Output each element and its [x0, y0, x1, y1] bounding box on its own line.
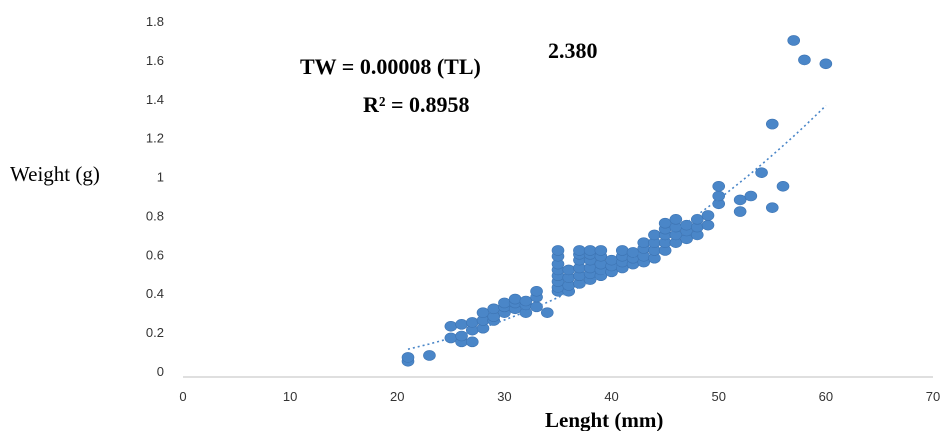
data-point	[498, 297, 511, 309]
data-point	[551, 245, 565, 256]
data-point	[455, 319, 468, 330]
data-point	[465, 317, 479, 328]
x-tick-label: 0	[179, 389, 186, 404]
equation-main-text: TW = 0.00008 (TL)	[300, 54, 481, 79]
data-point	[519, 295, 533, 307]
data-point	[765, 118, 779, 130]
data-point	[712, 190, 726, 202]
data-point	[637, 237, 651, 248]
data-point	[444, 320, 458, 332]
data-point	[583, 245, 597, 256]
data-point	[712, 180, 726, 192]
r-squared-text: R² = 0.8958	[363, 92, 470, 117]
data-point	[701, 219, 715, 231]
x-tick-label: 40	[604, 389, 618, 404]
y-tick-label: 1.2	[146, 131, 164, 146]
power-trendline	[407, 105, 827, 350]
data-point	[594, 245, 608, 256]
y-tick-label: 1.4	[146, 92, 164, 107]
data-point	[680, 219, 693, 231]
data-point	[733, 206, 747, 217]
data-point	[487, 303, 501, 315]
data-point	[733, 194, 747, 206]
data-point	[540, 307, 554, 318]
data-point	[787, 35, 801, 46]
x-tick-label: 70	[926, 389, 940, 404]
data-point	[508, 293, 522, 305]
x-axis-title: Lenght (mm)	[545, 408, 663, 431]
data-points	[401, 35, 833, 367]
data-point	[476, 307, 490, 318]
x-tick-label: 20	[390, 389, 404, 404]
x-tick-label: 50	[711, 389, 725, 404]
equation-exponent-text: 2.380	[548, 38, 598, 63]
data-point	[819, 58, 833, 70]
y-tick-label: 0.2	[146, 325, 164, 340]
data-point	[455, 330, 468, 342]
y-tick-label: 0.4	[146, 286, 164, 301]
data-point	[444, 332, 458, 344]
y-tick-label: 0	[157, 364, 164, 379]
data-point	[701, 210, 715, 221]
data-point	[626, 247, 640, 258]
axes: 0 10 20 30 40 50 60 70 0 0.2 0.4 0.6 0.8 1 1.2 1.4 1.6 1.…	[146, 14, 940, 404]
data-point	[798, 54, 811, 66]
data-point	[776, 180, 790, 192]
data-point	[401, 352, 415, 363]
y-tick-label: 1.8	[146, 14, 164, 29]
x-tick-label: 60	[819, 389, 833, 404]
y-tick-label: 0.6	[146, 247, 164, 262]
x-tick-label: 30	[497, 389, 511, 404]
trendline-layer	[407, 105, 827, 350]
data-point	[562, 264, 576, 276]
y-axis-title: Weight (g)	[10, 162, 100, 186]
y-tick-label: 1	[157, 170, 164, 185]
data-point	[744, 190, 758, 202]
equation-annotation: TW = 0.00008 (TL) 2.380 R² = 0.8958	[300, 38, 598, 117]
data-point	[658, 217, 672, 229]
data-point	[765, 202, 779, 213]
data-point	[465, 336, 479, 348]
data-point	[755, 167, 768, 178]
data-point	[423, 350, 436, 361]
data-point	[669, 214, 683, 225]
data-point	[530, 285, 543, 297]
y-tick-label: 1.6	[146, 53, 164, 68]
x-tick-label: 10	[283, 389, 297, 404]
data-point	[573, 245, 586, 256]
data-point	[605, 254, 618, 266]
y-tick-label: 0.8	[146, 208, 164, 223]
data-point	[615, 245, 629, 256]
data-point	[648, 229, 661, 241]
